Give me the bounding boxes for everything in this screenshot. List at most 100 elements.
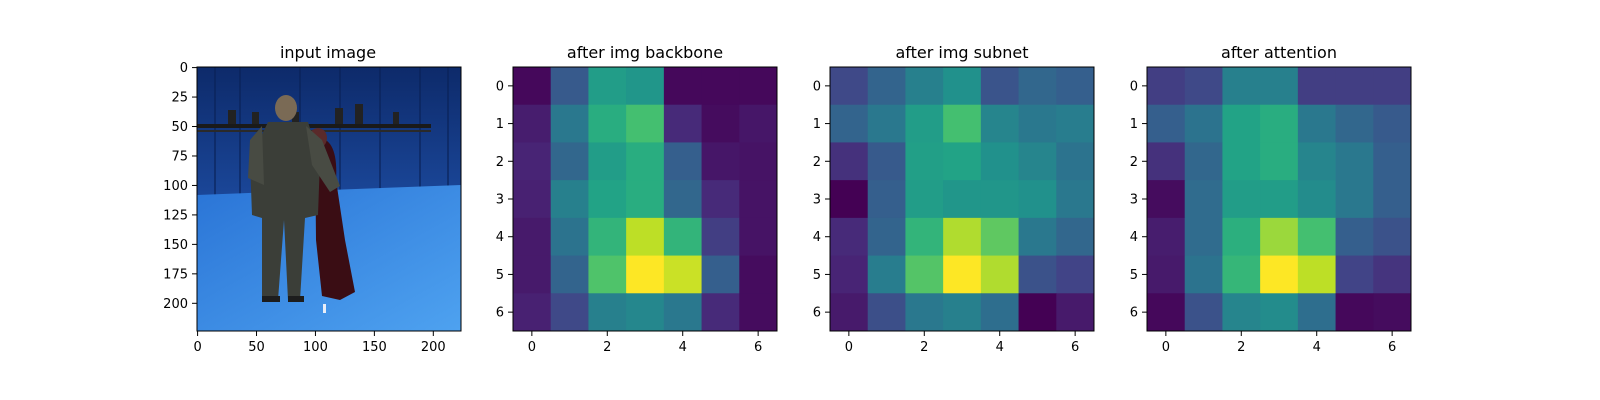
- heatmap-cells: [513, 67, 778, 332]
- x-tick-label: 0: [528, 340, 536, 355]
- y-tick-label: 150: [163, 238, 188, 253]
- panel-title: after img backbone: [567, 43, 723, 62]
- heatmap-cell: [588, 104, 627, 143]
- heatmap-cell: [1147, 104, 1186, 143]
- heatmap-cell: [980, 142, 1020, 181]
- heatmap-cell: [943, 67, 982, 106]
- heatmap-cell: [1184, 255, 1223, 294]
- panel-after-img-subnet: after img subnet 0 2 4 6 0 1 2 3 4 5 6: [813, 43, 1095, 355]
- heatmap-cell: [1260, 217, 1299, 257]
- heatmap-cell: [905, 142, 944, 181]
- heatmap-cell: [1297, 293, 1337, 332]
- heatmap-cell: [1147, 67, 1186, 106]
- heatmap-cell: [663, 180, 703, 219]
- y-tick-label: 5: [813, 268, 821, 283]
- heatmap-cell: [1373, 180, 1412, 219]
- x-tick-label: 2: [603, 340, 611, 355]
- x-tick-label: 6: [1388, 340, 1396, 355]
- x-tick-label: 4: [679, 340, 687, 355]
- heatmap-cell: [1297, 67, 1337, 106]
- heatmap-cell: [1222, 255, 1261, 294]
- x-tick-label: 50: [248, 340, 265, 355]
- y-tick-label: 4: [496, 230, 504, 245]
- heatmap-cell: [663, 217, 703, 257]
- x-tick-label: 150: [362, 340, 387, 355]
- heatmap-cell: [626, 67, 665, 106]
- axis-ticks: 0 50 100 150 200 0 25 50 75 100 125 150 175 200: [163, 61, 446, 355]
- heatmap-cell: [1297, 142, 1337, 181]
- heatmap-cell: [1297, 255, 1337, 294]
- y-tick-label: 50: [171, 120, 188, 135]
- heatmap-cell: [980, 255, 1020, 294]
- heatmap-cell: [550, 104, 589, 143]
- heatmap-cell: [550, 293, 589, 332]
- heatmap-cell: [1018, 104, 1057, 143]
- heatmap-cell: [905, 104, 944, 143]
- heatmap-cell: [550, 217, 589, 257]
- heatmap-cell: [1056, 255, 1095, 294]
- heatmap-cell: [1184, 180, 1223, 219]
- heatmap-cell: [1260, 255, 1299, 294]
- heatmap-cell: [980, 104, 1020, 143]
- heatmap-cell: [588, 217, 627, 257]
- heatmap-cell: [1260, 67, 1299, 106]
- heatmap-cell: [513, 67, 552, 106]
- heatmap-cell: [1373, 217, 1412, 257]
- heatmap-cell: [701, 217, 740, 257]
- y-tick-label: 0: [1130, 79, 1138, 94]
- y-tick-label: 6: [496, 306, 504, 321]
- heatmap-cell: [513, 255, 552, 294]
- heatmap-cell: [550, 67, 589, 106]
- heatmap-cell: [663, 104, 703, 143]
- heatmap-cell: [1018, 255, 1057, 294]
- y-tick-label: 4: [1130, 230, 1138, 245]
- heatmap-cell: [663, 255, 703, 294]
- x-tick-label: 4: [996, 340, 1004, 355]
- heatmap-cell: [701, 180, 740, 219]
- heatmap-cell: [980, 67, 1020, 106]
- heatmap-cell: [905, 180, 944, 219]
- y-tick-label: 1: [496, 117, 504, 132]
- heatmap-cell: [867, 293, 906, 332]
- heatmap-cell: [1222, 104, 1261, 143]
- heatmap-cell: [1147, 217, 1186, 257]
- heatmap-cell: [1018, 217, 1057, 257]
- y-tick-label: 100: [163, 179, 188, 194]
- heatmap-cell: [550, 180, 589, 219]
- heatmap-cell: [943, 217, 982, 257]
- heatmap-cell: [905, 255, 944, 294]
- heatmap-cell: [701, 67, 740, 106]
- heatmap-cell: [1260, 104, 1299, 143]
- heatmap-cell: [867, 142, 906, 181]
- heatmap-cell: [1184, 104, 1223, 143]
- heatmap-cell: [1056, 217, 1095, 257]
- heatmap-cell: [943, 293, 982, 332]
- heatmap-cell: [943, 142, 982, 181]
- heatmap-cell: [701, 142, 740, 181]
- heatmap-cell: [1335, 293, 1374, 332]
- heatmap-cell: [943, 180, 982, 219]
- axis-ticks: 0 2 4 6 0 1 2 3 4 5 6: [496, 79, 763, 355]
- y-tick-label: 1: [1130, 117, 1138, 132]
- heatmap-cell: [588, 293, 627, 332]
- heatmap-cell: [1222, 67, 1261, 106]
- heatmap-cell: [1260, 293, 1299, 332]
- heatmap-cell: [1056, 293, 1095, 332]
- heatmap-cell: [513, 104, 552, 143]
- heatmap-cell: [1373, 67, 1412, 106]
- y-tick-label: 6: [1130, 306, 1138, 321]
- heatmap-cell: [550, 255, 589, 294]
- heatmap-cell: [663, 142, 703, 181]
- y-tick-label: 1: [813, 117, 821, 132]
- panel-title: after attention: [1221, 43, 1337, 62]
- heatmap-cell: [867, 217, 906, 257]
- heatmap-cell: [980, 293, 1020, 332]
- heatmap-cell: [1297, 217, 1337, 257]
- heatmap-cell: [701, 293, 740, 332]
- heatmap-cell: [1222, 293, 1261, 332]
- heatmap-cell: [1184, 67, 1223, 106]
- y-tick-label: 4: [813, 230, 821, 245]
- y-tick-label: 125: [163, 208, 188, 223]
- heatmap-cell: [1184, 217, 1223, 257]
